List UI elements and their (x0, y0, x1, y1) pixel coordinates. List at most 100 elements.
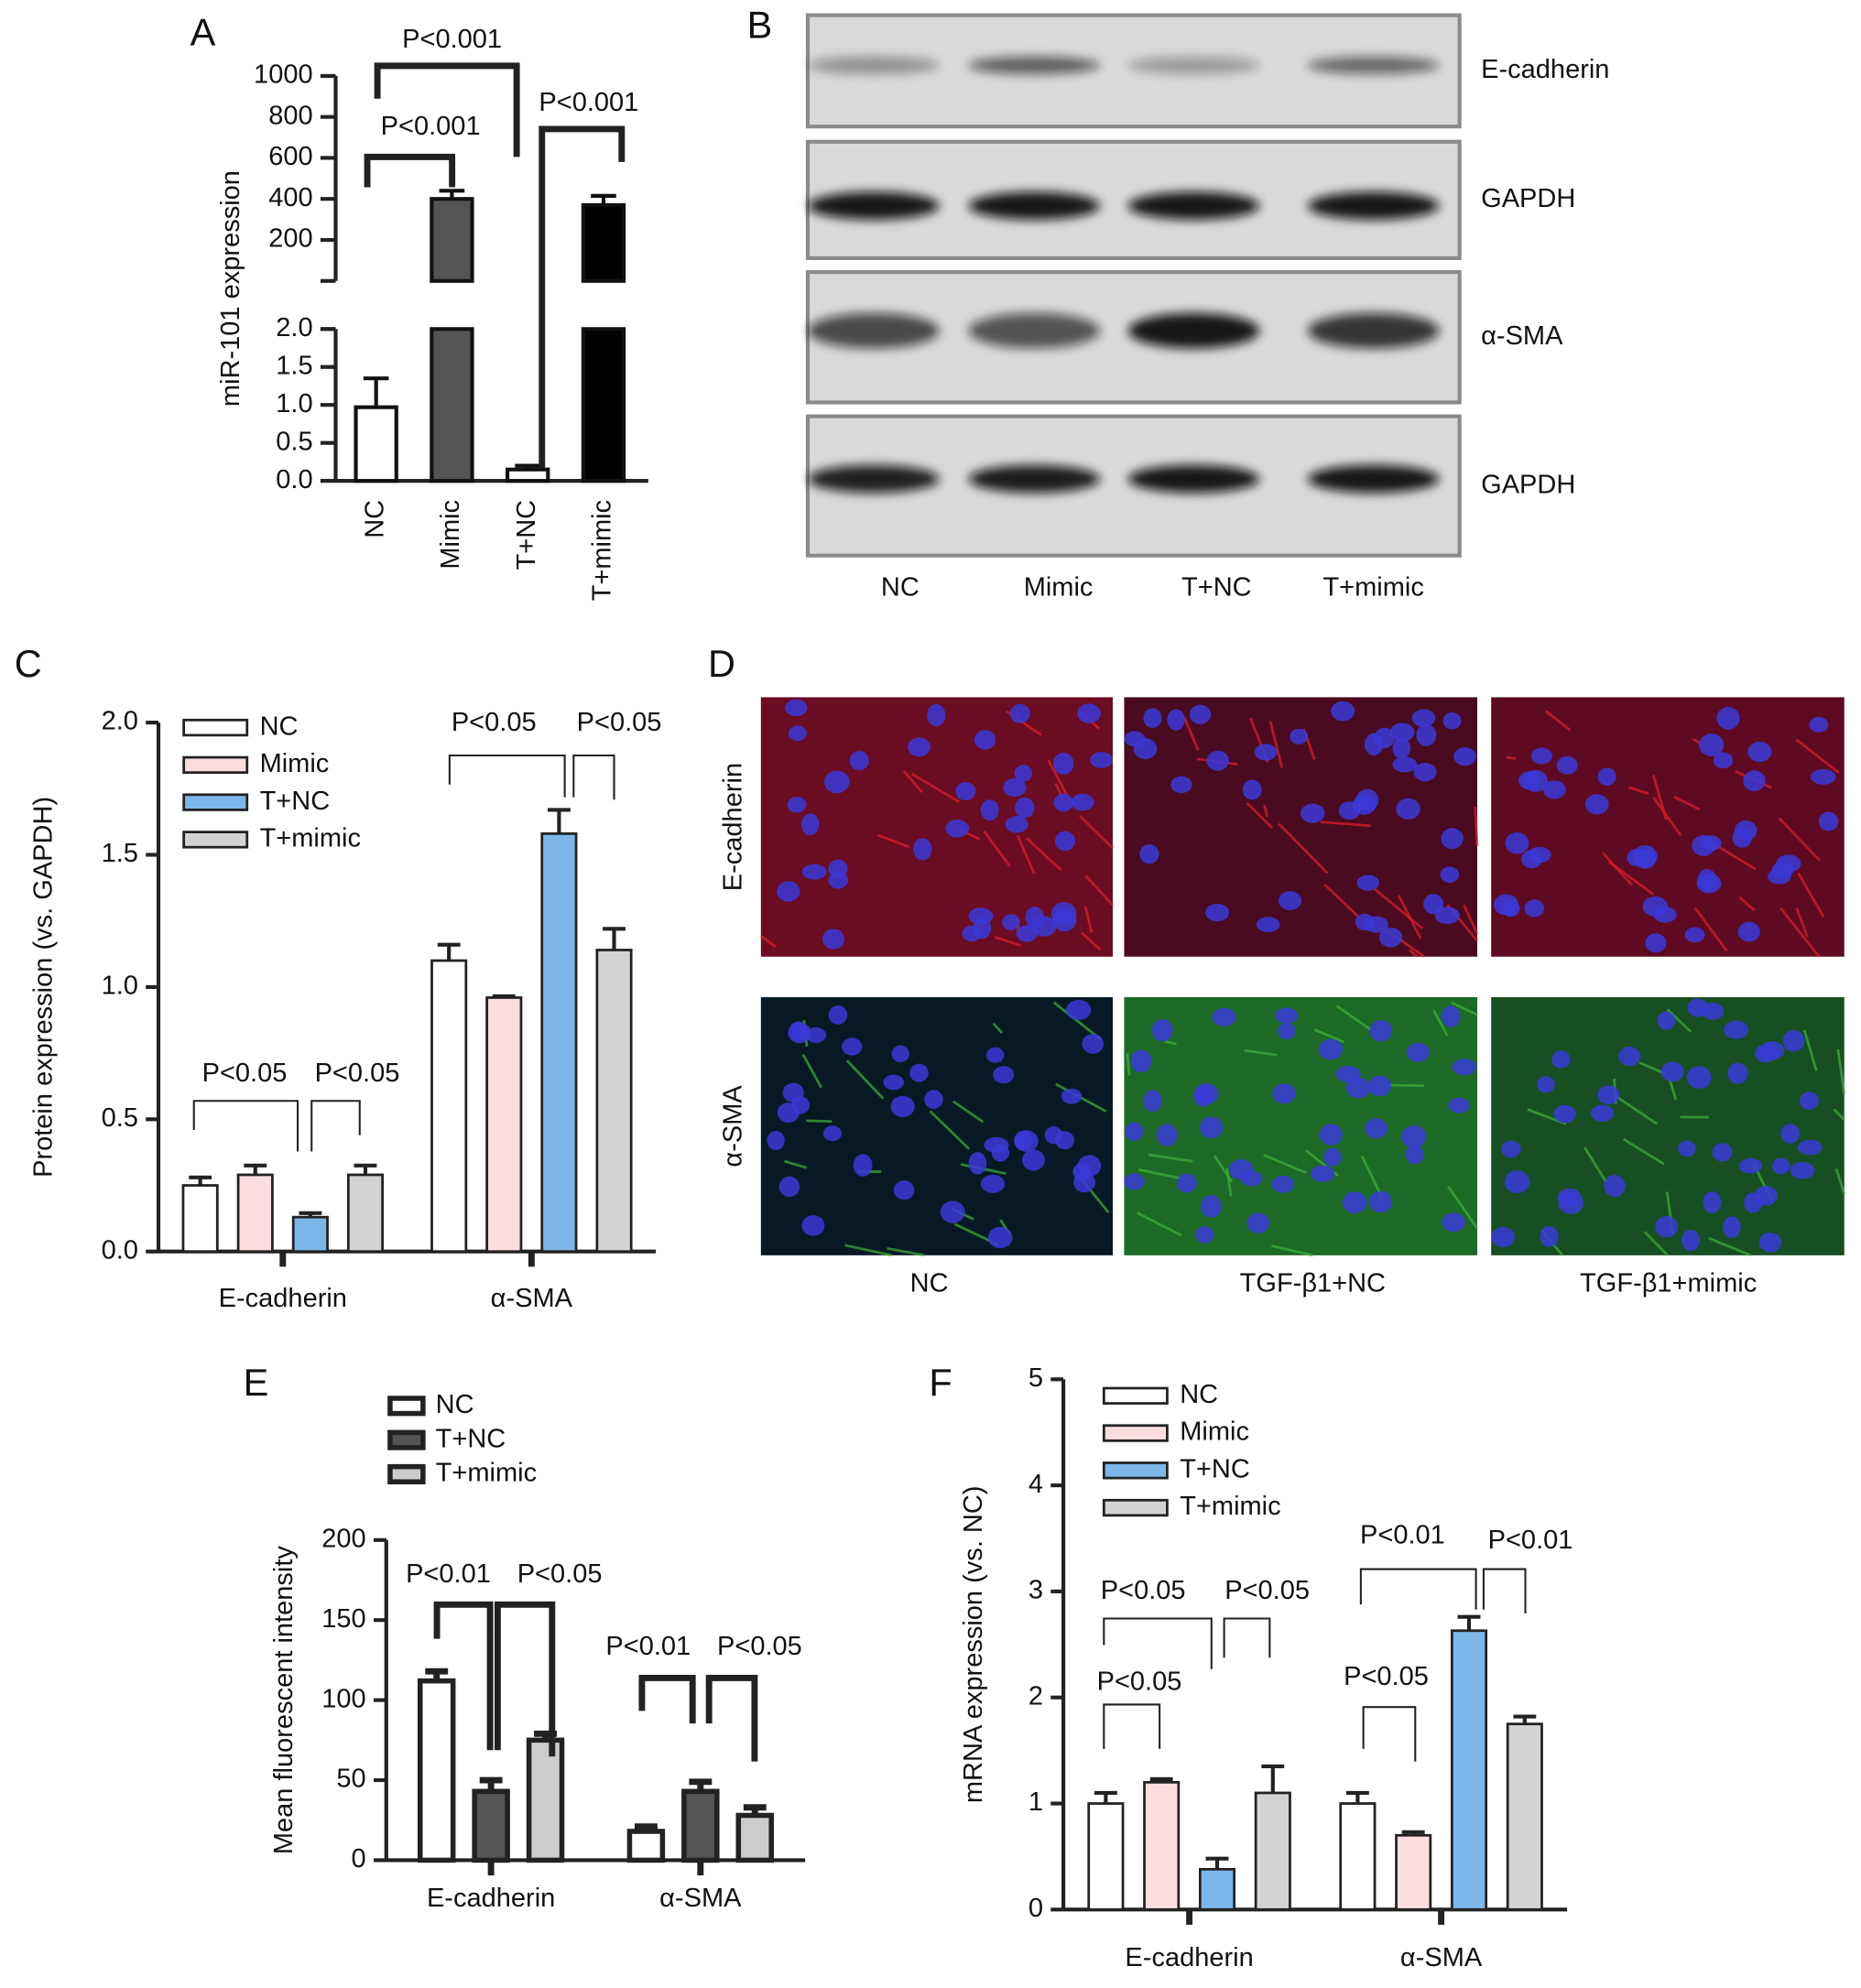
nucleus (1170, 776, 1192, 794)
legend-label: Mimic (260, 749, 330, 778)
y-tick-label: 0.5 (276, 427, 312, 456)
nucleus (1687, 998, 1709, 1017)
y-tick-label: 800 (268, 101, 312, 130)
nucleus (1389, 722, 1415, 743)
nucleus (1368, 1075, 1392, 1097)
significance-label: P<0.001 (381, 112, 481, 141)
panel-letter: A (190, 11, 216, 54)
nucleus (1271, 1175, 1295, 1193)
nucleus (1735, 820, 1758, 842)
panel-letter: F (929, 1361, 952, 1404)
micrograph-texture (1446, 1185, 1479, 1230)
nucleus (1139, 843, 1159, 864)
nucleus (1392, 737, 1411, 759)
y-tick-label: 600 (268, 142, 312, 171)
nucleus (1061, 1088, 1083, 1104)
nucleus (1655, 1215, 1678, 1238)
x-tick-label: α-SMA (1400, 1943, 1483, 1972)
blot-band (1127, 191, 1260, 220)
nucleus (980, 799, 999, 821)
micrograph-texture (844, 1244, 892, 1257)
nucleus (1201, 1194, 1222, 1218)
nucleus (945, 820, 969, 838)
nucleus (849, 751, 869, 771)
nucleus (1014, 1130, 1039, 1152)
nucleus (940, 1200, 965, 1223)
micrograph-texture (1668, 1079, 1678, 1101)
micrograph-texture (806, 1119, 833, 1123)
nucleus (1413, 763, 1437, 782)
micrograph-texture (1795, 907, 1809, 938)
nucleus (1053, 793, 1073, 812)
nucleus (1005, 816, 1028, 833)
micrograph-texture (1652, 797, 1682, 837)
bar (430, 197, 474, 283)
nucleus (908, 737, 931, 757)
nucleus (777, 1103, 800, 1123)
nucleus (1759, 1041, 1785, 1060)
bar (430, 959, 468, 1254)
nucleus (782, 1082, 804, 1103)
nucleus (1556, 755, 1578, 775)
nucleus (1082, 1033, 1105, 1054)
micrograph-texture (1795, 738, 1840, 775)
nucleus (1530, 747, 1552, 765)
nucleus (1660, 1061, 1684, 1082)
bar (1143, 1780, 1181, 1911)
nucleus (1697, 869, 1717, 891)
nucleus (1246, 1212, 1269, 1233)
micrograph-texture (1779, 907, 1821, 958)
legend-swatch (1102, 1498, 1169, 1517)
x-tick-label: E-cadherin (219, 1284, 347, 1313)
blot-row-label: E-cadherin (1481, 55, 1609, 84)
micrograph-texture (1693, 907, 1728, 952)
significance-label: P<0.05 (1101, 1576, 1186, 1605)
y-tick-label: 0.0 (276, 465, 312, 494)
blot-lane-label: NC (881, 572, 920, 602)
micrograph-texture (1643, 1231, 1669, 1256)
nucleus (1518, 771, 1541, 790)
nucleus (1278, 1022, 1296, 1040)
nucleus (1378, 927, 1403, 948)
nucleus (1738, 1157, 1763, 1174)
significance-label: P<0.05 (1097, 1668, 1182, 1697)
nucleus (974, 730, 996, 750)
nucleus (1684, 927, 1705, 943)
bar (540, 832, 578, 1254)
y-tick-label: 4 (1028, 1470, 1043, 1499)
nucleus (1703, 1190, 1722, 1213)
micrograph-texture (1213, 1155, 1234, 1183)
y-tick-label: 1.5 (102, 839, 138, 868)
blot-band (807, 56, 940, 74)
micrograph-texture (952, 1100, 985, 1124)
legend-label: Mimic (1180, 1418, 1249, 1447)
micrograph-texture (760, 935, 777, 949)
nucleus (1754, 1186, 1778, 1206)
nucleus (785, 699, 808, 717)
bar (1198, 1867, 1236, 1911)
nucleus (1401, 1124, 1427, 1148)
blot-band (807, 312, 940, 349)
blot-row-label: GAPDH (1481, 470, 1575, 499)
blot-band (1127, 464, 1260, 494)
nucleus (1364, 916, 1388, 933)
micrograph-texture (1052, 1001, 1102, 1040)
micrograph-texture (1778, 817, 1821, 862)
legend-label: NC (1180, 1380, 1218, 1409)
micrograph-texture (1081, 931, 1102, 951)
column-label: TGF-β1+NC (1240, 1268, 1386, 1298)
nucleus (993, 1066, 1015, 1084)
nucleus (1737, 921, 1760, 942)
blot-band (968, 56, 1101, 74)
nucleus (1073, 1172, 1095, 1193)
micrograph-texture (1738, 896, 1756, 912)
nucleus (986, 1047, 1005, 1063)
micrograph-texture (1474, 807, 1479, 847)
bar (581, 327, 626, 483)
y-tick-label: 5 (1028, 1363, 1043, 1393)
nucleus (828, 1005, 848, 1025)
x-tick-label: α-SMA (659, 1884, 742, 1913)
micrograph-texture (910, 772, 960, 803)
nucleus (1278, 891, 1302, 910)
significance-label: P<0.05 (315, 1059, 400, 1088)
